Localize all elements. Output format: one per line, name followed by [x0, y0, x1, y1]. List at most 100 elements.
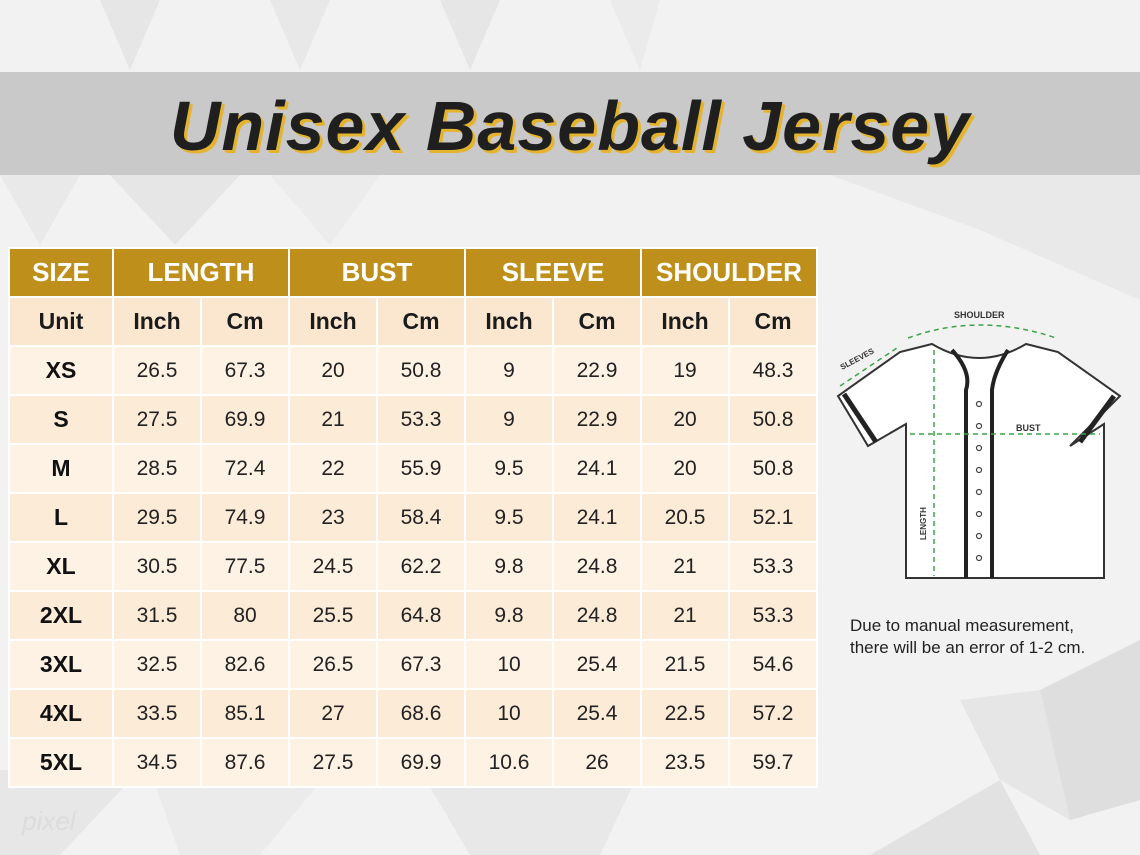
table-cell: 10.6 — [464, 737, 554, 788]
table-cell: 32.5 — [112, 639, 202, 690]
table-cell: 58.4 — [376, 492, 466, 543]
table-cell: 69.9 — [376, 737, 466, 788]
table-cell: 50.8 — [728, 443, 818, 494]
table-cell: 30.5 — [112, 541, 202, 592]
size-cell: 5XL — [8, 737, 114, 788]
table-cell: 26.5 — [288, 639, 378, 690]
length-label: LENGTH — [919, 507, 928, 540]
jersey-diagram: SHOULDER SLEEVES BUST LENGTH — [836, 310, 1122, 579]
table-cell: 27 — [288, 688, 378, 739]
table-cell: 24.5 — [288, 541, 378, 592]
table-cell: 24.1 — [552, 443, 642, 494]
unit-cell: Inch — [640, 296, 730, 347]
table-cell: 85.1 — [200, 688, 290, 739]
table-cell: 21 — [640, 590, 730, 641]
table-cell: 31.5 — [112, 590, 202, 641]
sleeve-header: SLEEVE — [464, 247, 642, 298]
measurement-note: Due to manual measurement, there will be… — [850, 615, 1135, 659]
unit-cell: Inch — [288, 296, 378, 347]
unit-cell: Cm — [376, 296, 466, 347]
unit-cell: Cm — [552, 296, 642, 347]
unit-cell: Inch — [112, 296, 202, 347]
group-header-row: SIZE LENGTH BUST SLEEVE SHOULDER — [8, 247, 818, 298]
table-cell: 9 — [464, 345, 554, 396]
table-cell: 59.7 — [728, 737, 818, 788]
table-cell: 74.9 — [200, 492, 290, 543]
table-cell: 19 — [640, 345, 730, 396]
table-cell: 64.8 — [376, 590, 466, 641]
table-cell: 82.6 — [200, 639, 290, 690]
bust-label: BUST — [1016, 423, 1041, 433]
size-cell: 3XL — [8, 639, 114, 690]
table-cell: 22.9 — [552, 394, 642, 445]
table-cell: 33.5 — [112, 688, 202, 739]
table-cell: 20.5 — [640, 492, 730, 543]
table-cell: 25.5 — [288, 590, 378, 641]
table-row: XS 26.5 67.3 20 50.8 9 22.9 19 48.3 — [8, 345, 818, 396]
table-cell: 53.3 — [728, 541, 818, 592]
table-cell: 52.1 — [728, 492, 818, 543]
table-cell: 26 — [552, 737, 642, 788]
table-cell: 21.5 — [640, 639, 730, 690]
table-cell: 20 — [640, 443, 730, 494]
size-cell: XS — [8, 345, 114, 396]
table-row: L 29.5 74.9 23 58.4 9.5 24.1 20.5 52.1 — [8, 492, 818, 543]
table-cell: 57.2 — [728, 688, 818, 739]
shoulder-label: SHOULDER — [954, 310, 1005, 320]
table-cell: 67.3 — [376, 639, 466, 690]
table-cell: 26.5 — [112, 345, 202, 396]
table-cell: 9.8 — [464, 590, 554, 641]
watermark-text: pixel — [22, 806, 76, 836]
table-cell: 29.5 — [112, 492, 202, 543]
unit-label: Unit — [8, 296, 114, 347]
table-row: 5XL 34.5 87.6 27.5 69.9 10.6 26 23.5 59.7 — [8, 737, 818, 788]
table-cell: 54.6 — [728, 639, 818, 690]
sleeves-label: SLEEVES — [839, 346, 876, 372]
table-cell: 10 — [464, 639, 554, 690]
table-row: S 27.5 69.9 21 53.3 9 22.9 20 50.8 — [8, 394, 818, 445]
table-cell: 25.4 — [552, 639, 642, 690]
table-cell: 67.3 — [200, 345, 290, 396]
size-cell: L — [8, 492, 114, 543]
table-cell: 23.5 — [640, 737, 730, 788]
table-cell: 22 — [288, 443, 378, 494]
table-cell: 69.9 — [200, 394, 290, 445]
table-cell: 21 — [640, 541, 730, 592]
bust-header: BUST — [288, 247, 466, 298]
table-cell: 77.5 — [200, 541, 290, 592]
table-cell: 21 — [288, 394, 378, 445]
table-row: XL 30.5 77.5 24.5 62.2 9.8 24.8 21 53.3 — [8, 541, 818, 592]
table-cell: 27.5 — [112, 394, 202, 445]
size-cell: M — [8, 443, 114, 494]
table-cell: 53.3 — [728, 590, 818, 641]
unit-cell: Cm — [728, 296, 818, 347]
title-band: Unisex Baseball Jersey — [0, 72, 1140, 175]
size-cell: 2XL — [8, 590, 114, 641]
table-row: 4XL 33.5 85.1 27 68.6 10 25.4 22.5 57.2 — [8, 688, 818, 739]
table-cell: 25.4 — [552, 688, 642, 739]
note-line-2: there will be an error of 1-2 cm. — [850, 638, 1086, 657]
table-cell: 87.6 — [200, 737, 290, 788]
table-cell: 24.8 — [552, 541, 642, 592]
table-cell: 34.5 — [112, 737, 202, 788]
table-row: 3XL 32.5 82.6 26.5 67.3 10 25.4 21.5 54.6 — [8, 639, 818, 690]
size-header: SIZE — [8, 247, 114, 298]
table-cell: 10 — [464, 688, 554, 739]
table-cell: 50.8 — [376, 345, 466, 396]
unit-cell: Inch — [464, 296, 554, 347]
table-row: 2XL 31.5 80 25.5 64.8 9.8 24.8 21 53.3 — [8, 590, 818, 641]
table-cell: 23 — [288, 492, 378, 543]
note-line-1: Due to manual measurement, — [850, 616, 1074, 635]
table-cell: 50.8 — [728, 394, 818, 445]
table-cell: 68.6 — [376, 688, 466, 739]
size-chart-table: SIZE LENGTH BUST SLEEVE SHOULDER Unit In… — [8, 247, 818, 788]
size-cell: 4XL — [8, 688, 114, 739]
length-header: LENGTH — [112, 247, 290, 298]
table-cell: 9.8 — [464, 541, 554, 592]
table-cell: 72.4 — [200, 443, 290, 494]
table-cell: 48.3 — [728, 345, 818, 396]
table-cell: 28.5 — [112, 443, 202, 494]
table-cell: 62.2 — [376, 541, 466, 592]
sleeve-measure-line — [839, 345, 901, 387]
